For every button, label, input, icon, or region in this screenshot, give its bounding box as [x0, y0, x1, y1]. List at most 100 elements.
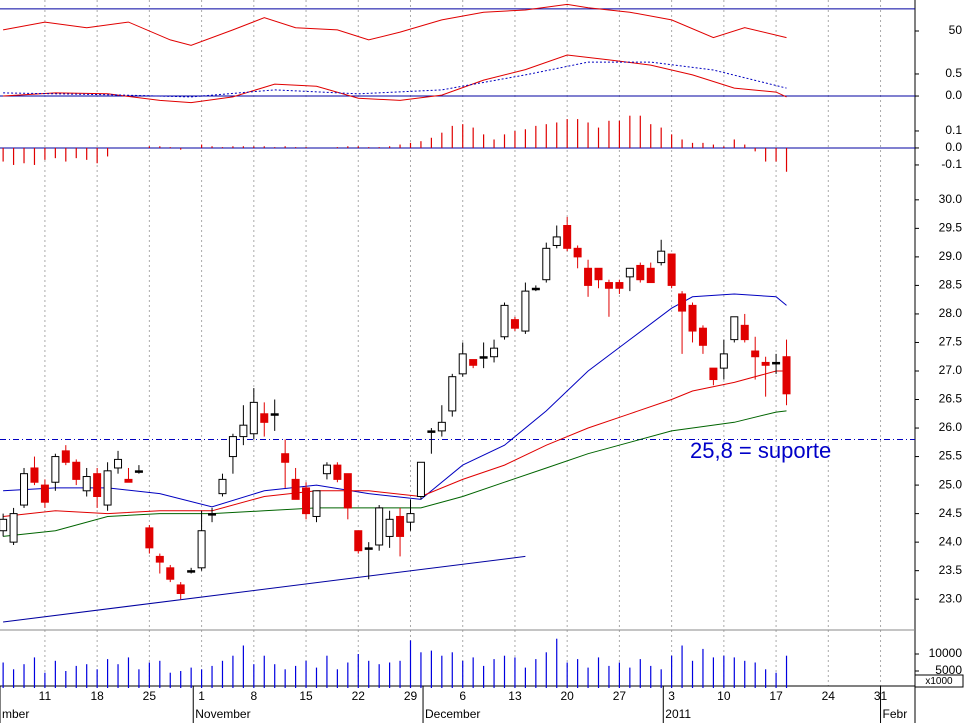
candle-body — [322, 464, 331, 475]
candle-body — [730, 316, 739, 341]
candle-body — [385, 518, 394, 537]
candle-body — [552, 236, 561, 246]
y-tick-label: 0.0 — [945, 140, 962, 154]
candle-body — [354, 530, 363, 552]
candle-body — [604, 282, 613, 289]
candle-body — [751, 350, 760, 358]
candle-body — [51, 456, 60, 483]
x-tick-label: 15 — [299, 689, 313, 703]
candle-body — [636, 264, 645, 281]
annotation: 25,8 = suporte — [690, 438, 831, 463]
x-tick-label: 22 — [352, 689, 366, 703]
candle-body — [615, 282, 624, 289]
y-tick-label: 50 — [949, 23, 963, 37]
candle-body — [761, 361, 770, 366]
candle-body — [437, 421, 446, 432]
candle-body — [114, 458, 123, 469]
candle-body — [458, 353, 467, 375]
candle-body — [563, 225, 572, 249]
line-series — [3, 61, 787, 98]
candle-body — [0, 518, 8, 532]
y-tick-label: 26.5 — [939, 392, 963, 406]
candle-body — [260, 413, 269, 423]
line-series — [3, 54, 787, 104]
candle-body — [688, 304, 697, 332]
y-tick-label: 24.5 — [939, 506, 963, 520]
candle-body — [187, 570, 196, 573]
candle-body — [302, 487, 311, 515]
candle-body — [208, 513, 217, 516]
candle-body — [406, 513, 415, 523]
candle-body — [657, 250, 666, 264]
y-tick-label: 0.1 — [945, 123, 962, 137]
candle-body — [375, 507, 384, 546]
candle-body — [510, 319, 519, 329]
month-label: November — [195, 707, 250, 721]
candle-body — [103, 470, 112, 506]
y-tick-label: 23.0 — [939, 591, 963, 605]
candle-body — [698, 327, 707, 346]
line-series — [3, 293, 787, 508]
candle-body — [291, 478, 300, 500]
candle-body — [584, 267, 593, 286]
candle-body — [709, 367, 718, 381]
y-tick-label: 25.5 — [939, 449, 963, 463]
candle-body — [542, 247, 551, 281]
y-tick-label: 27.5 — [939, 335, 963, 349]
y-tick-label: 28.0 — [939, 306, 963, 320]
candle-body — [93, 473, 102, 497]
line-series — [3, 370, 787, 517]
candle-body — [469, 359, 478, 366]
month-label: December — [425, 707, 480, 721]
x-tick-label: 24 — [822, 689, 836, 703]
candle-body — [364, 547, 373, 550]
candle-body — [667, 253, 676, 286]
candle-body — [228, 436, 237, 458]
y-tick-label: 26.0 — [939, 420, 963, 434]
x-tick-label: 29 — [404, 689, 418, 703]
candle-body — [218, 478, 227, 495]
month-label: 2011 — [665, 707, 691, 721]
candle-body — [270, 413, 279, 416]
candle-body — [416, 461, 425, 497]
y-tick-label: 29.5 — [939, 221, 963, 235]
line-series — [3, 3, 787, 46]
candle-body — [249, 401, 258, 435]
y-tick-label: 28.5 — [939, 278, 963, 292]
candle-body — [740, 324, 749, 341]
candle-body — [594, 267, 603, 281]
candle-body — [82, 476, 91, 492]
unit-label: x1000 — [925, 676, 953, 687]
x-tick-label: 3 — [668, 689, 675, 703]
x-tick-label: 27 — [613, 689, 627, 703]
candle-body — [239, 424, 248, 438]
candle-body — [396, 515, 405, 537]
candle-body — [155, 555, 164, 563]
candle-body — [646, 267, 655, 284]
y-tick-label: 27.0 — [939, 363, 963, 377]
y-tick-label: 0.0 — [945, 88, 962, 102]
candle-body — [719, 353, 728, 369]
y-tick-label: 0.5 — [945, 66, 962, 80]
candle-body — [333, 464, 342, 480]
y-tick-label: -0.1 — [941, 157, 962, 171]
unit-box — [914, 674, 964, 688]
y-tick-label: 10000 — [929, 646, 963, 660]
x-tick-label: 25 — [143, 689, 157, 703]
y-tick-label: 30.0 — [939, 192, 963, 206]
candle-body — [176, 584, 185, 594]
candle-body — [145, 527, 154, 549]
candle-body — [678, 293, 687, 312]
candle-body — [30, 467, 39, 483]
candle-body — [490, 347, 499, 358]
candle-body — [61, 450, 70, 463]
candle-body — [9, 513, 18, 543]
x-tick-label: 10 — [717, 689, 731, 703]
candle-body — [573, 247, 582, 258]
candle-body — [312, 490, 321, 517]
candle-body — [134, 470, 143, 473]
x-tick-label: 20 — [560, 689, 574, 703]
trend-line — [3, 555, 526, 623]
candle-body — [166, 567, 175, 580]
